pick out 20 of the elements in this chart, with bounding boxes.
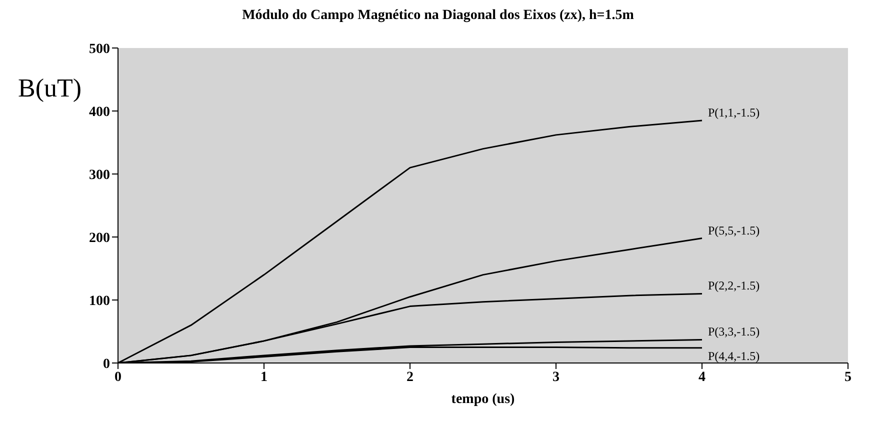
x-tick-label: 4 [698, 370, 706, 385]
y-tick-label: 100 [89, 294, 110, 309]
x-tick-label: 2 [406, 370, 414, 385]
series-label: P(4,4,-1.5) [708, 348, 760, 363]
y-tick-label: 0 [103, 356, 110, 372]
x-tick-label: 1 [260, 370, 268, 385]
chart-title: Módulo do Campo Magnético na Diagonal dos Eixos (zx), h=1.5m [241, 8, 635, 24]
y-tick-label: 200 [89, 230, 110, 246]
y-tick-label: 400 [89, 104, 110, 120]
y-tick-label: 300 [89, 168, 110, 183]
x-tick-label: 0 [114, 370, 122, 385]
series-label: P(1,1,-1.5) [708, 105, 760, 120]
y-tick-label: 500 [89, 42, 110, 57]
x-axis-title: tempo (us) [451, 392, 516, 407]
x-tick-label: 3 [552, 370, 560, 385]
series-label: P(3,3,-1.5) [708, 324, 760, 339]
y-axis-title: B(uT) [18, 73, 82, 102]
series-label: P(2,2,-1.5) [708, 278, 760, 293]
series-label: P(5,5,-1.5) [708, 223, 760, 238]
x-tick-label: 5 [844, 370, 852, 385]
